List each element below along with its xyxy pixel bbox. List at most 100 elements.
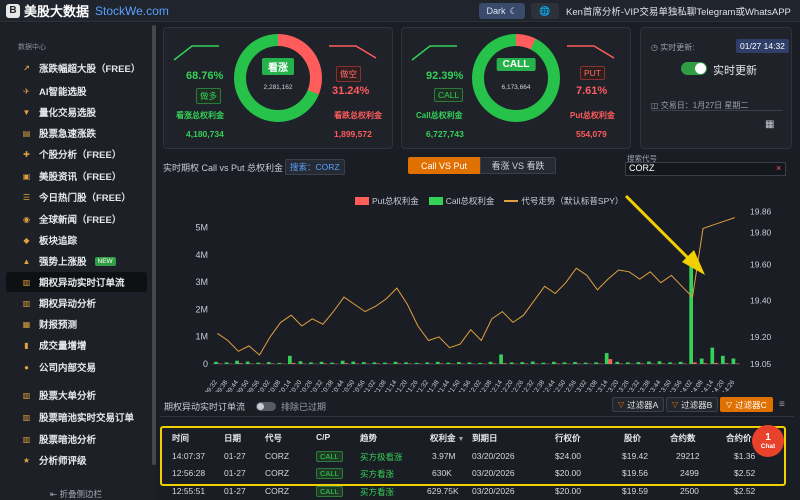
sidebar-item-label: 美股资讯（FREE）	[39, 172, 122, 183]
col-premium[interactable]: 权利金 ▼	[430, 433, 465, 443]
sidebar-item[interactable]: ▥ 股票暗池分析	[6, 429, 147, 449]
call-bar	[636, 362, 641, 364]
language-button[interactable]: 🌐	[531, 3, 559, 19]
chat-button[interactable]: 1 Chat	[752, 425, 784, 457]
bull-value: 4,180,734	[186, 129, 224, 139]
call-bar	[330, 362, 334, 364]
sidebar-item[interactable]: ▮ 成交量增增	[6, 335, 147, 355]
arrow-up-icon: ▲	[22, 256, 31, 266]
call-bar	[541, 362, 546, 364]
col-stock-price[interactable]: 股价	[624, 433, 642, 443]
call-bar	[467, 362, 472, 364]
tab-bull-vs-bear[interactable]: 看涨 VS 看跌	[480, 157, 556, 174]
put-bar	[291, 362, 296, 364]
col-contract-price[interactable]: 合约价	[726, 433, 752, 443]
collapse-icon: ⇤	[50, 489, 58, 499]
put-label: Put总权利金	[570, 111, 615, 120]
bars-icon: ▥	[22, 277, 31, 287]
filter-a-button[interactable]: ▽ 过滤器A	[612, 397, 665, 412]
sidebar-item[interactable]: ▲ 强势上涨股 NEW	[6, 251, 147, 271]
theme-label: Dark	[486, 6, 506, 16]
legend-call[interactable]: Call总权利金	[428, 195, 494, 207]
col-contracts[interactable]: 合约数	[670, 433, 696, 443]
sidebar-item[interactable]: ★ 分析师评级	[6, 450, 147, 470]
collapse-sidebar-button[interactable]: ⇤ 折叠侧边栏	[50, 488, 102, 500]
col-cp[interactable]: C/P	[316, 432, 331, 442]
globe-icon: ◉	[23, 214, 30, 224]
call-badge: CALL	[316, 451, 343, 462]
sidebar-item[interactable]: ◉ 全球新闻（FREE）	[6, 209, 147, 229]
table-row[interactable]: 14:07:37 01-27 CORZ CALL 买方极看涨 3.97M 03/…	[172, 451, 756, 462]
list-icon: ☰	[22, 192, 31, 202]
sidebar: 数据中心 ↗ 涨跌幅超大股（FREE） ✈ AI智能选股 ▼ 量化交易选股 ▤ 股票急速涨跌 ✚…	[0, 23, 156, 500]
trade-day-field[interactable]: ◫ 交易日：1月27日 星期二	[651, 101, 749, 110]
call-bar	[594, 362, 598, 364]
filter-b-button[interactable]: ▽ 过滤器B	[666, 397, 719, 412]
bull-label: 看涨总权利金	[176, 111, 224, 120]
call-bar	[699, 358, 704, 364]
bull-center-label: 看涨	[262, 58, 294, 75]
call-bar	[435, 361, 440, 364]
rocket-icon: ✈	[23, 86, 30, 96]
sidebar-item[interactable]: ▥ 期权异动分析	[6, 293, 147, 313]
sidebar-item[interactable]: ▣ 美股资讯（FREE）	[6, 166, 147, 186]
calendar-icon[interactable]: ▦	[765, 119, 775, 130]
legend-put[interactable]: Put总权利金	[355, 195, 419, 207]
app-domain[interactable]: StockWe.com	[95, 3, 169, 18]
call-bar	[625, 362, 630, 364]
col-strike[interactable]: 行权价	[555, 433, 581, 443]
star-icon: ★	[22, 455, 31, 465]
legend-price[interactable]: 代号走势（默认标普SPY）	[504, 195, 623, 207]
clear-icon[interactable]: ×	[776, 163, 782, 173]
col-time[interactable]: 时间	[172, 433, 190, 443]
filter-icon: ▽	[672, 400, 679, 409]
bars-icon: ▥	[22, 434, 31, 444]
exclude-expired-toggle[interactable]	[256, 402, 276, 411]
sidebar-item[interactable]: ✈ AI智能选股	[6, 81, 147, 101]
y-right-tick: 19.40	[750, 296, 772, 306]
sidebar-item[interactable]: ● 公司内部交易	[6, 357, 147, 377]
sidebar-item[interactable]: ◆ 板块追踪	[6, 230, 147, 250]
sidebar-item[interactable]: ▥ 期权异动实时订单流	[6, 272, 147, 292]
sidebar-item[interactable]: ▥ 股票大单分析	[6, 385, 147, 405]
col-trend[interactable]: 趋势	[360, 433, 378, 443]
filter-icon: ▽	[726, 400, 733, 409]
orders-toolbar: 期权异动实时订单流 排除已过期 ▽ 过滤器A ▽ 过滤器B ▽ 过滤器C ≡	[160, 393, 794, 417]
col-date[interactable]: 日期	[224, 433, 242, 443]
orders-title: 期权异动实时订单流	[164, 402, 246, 412]
premium-chart[interactable]: 0 1M 2M 3M 4M 5M 19.05 19.20 19.40 19.60 19.80 19.8…	[156, 178, 800, 392]
put-bar	[608, 359, 613, 364]
column-settings-icon[interactable]: ≡	[779, 399, 785, 410]
call-bar	[520, 362, 525, 364]
col-expiry[interactable]: 到期日	[472, 433, 498, 443]
sidebar-item[interactable]: ▤ 股票急速涨跌	[6, 123, 147, 143]
put-bar	[270, 363, 275, 364]
marquee-message[interactable]: Ken首席分析-VIP交易单独私聊Telegram或WhatsAPP	[566, 7, 791, 18]
logo-icon[interactable]: B	[6, 3, 20, 18]
call-bar	[309, 362, 313, 364]
call-bar	[552, 361, 556, 364]
sidebar-item[interactable]: ☰ 今日热门股（FREE）	[6, 187, 147, 207]
sidebar-item[interactable]: ▦ 财报预测	[6, 314, 147, 334]
sidebar-item[interactable]: ✚ 个股分析（FREE）	[6, 144, 147, 164]
table-row[interactable]: 12:56:28 01-27 CORZ CALL 买方看涨 630K 03/20…	[172, 468, 756, 479]
app-title[interactable]: 美股大数据	[24, 4, 90, 19]
symbol-search-input[interactable]: CORZ	[625, 162, 786, 176]
update-label: ◷ 实时更新:	[651, 43, 695, 52]
calendar-icon: ▦	[22, 319, 31, 329]
put-bar	[682, 363, 687, 364]
realtime-toggle[interactable]	[681, 62, 707, 75]
theme-toggle-button[interactable]: Dark ☾	[479, 3, 525, 19]
sidebar-item[interactable]: ▼ 量化交易选股	[6, 102, 147, 122]
filter-icon: ▼	[22, 107, 31, 117]
chat-icon: 1	[765, 431, 771, 443]
clock-icon: ◷	[651, 43, 658, 52]
filter-c-button[interactable]: ▽ 过滤器C	[720, 397, 773, 412]
table-row[interactable]: 12:55:51 01-27 CORZ CALL 买方看涨 629.75K 03…	[172, 486, 756, 497]
sidebar-item[interactable]: ▥ 股票暗池实时交易订单	[6, 407, 147, 427]
col-symbol[interactable]: 代号	[265, 433, 283, 443]
tab-call-vs-put[interactable]: Call VS Put	[408, 157, 480, 174]
sidebar-scrollbar[interactable]	[152, 25, 156, 465]
sidebar-item[interactable]: ↗ 涨跌幅超大股（FREE）	[6, 58, 147, 78]
sidebar-item-label: 量化交易选股	[39, 108, 97, 119]
